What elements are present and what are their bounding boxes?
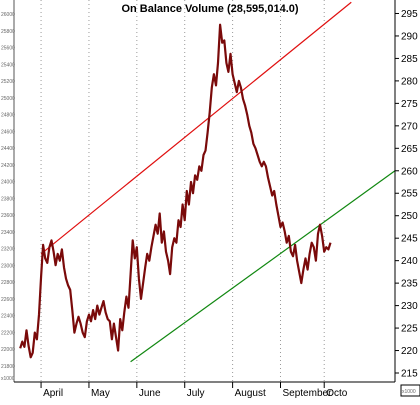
left-tick-label: 26000 (1, 12, 15, 18)
unit-label-box (400, 384, 420, 397)
left-tick-label: 25200 (1, 79, 15, 85)
left-tick-label: 22800 (1, 280, 15, 286)
y-tick-label: 245 (401, 234, 418, 245)
x-tick-label: June (139, 388, 161, 399)
left-tick-label: 23200 (1, 247, 15, 253)
right-axis: 215 220 225 230 235 240 245 250 255 260 265 270 275 2… (394, 0, 420, 397)
left-tick-label: 25400 (1, 62, 15, 68)
series-layer (19, 23, 332, 359)
y-tick-label: 275 (401, 99, 418, 110)
x-tick-label: August (235, 388, 266, 399)
right-axis-unit-label: x1000 (402, 389, 416, 395)
left-tick-label: 23600 (1, 213, 15, 219)
left-tick-label: 25800 (1, 29, 15, 35)
y-tick-label: 280 (401, 76, 418, 87)
left-axis: 26000 25800 25600 25400 25200 25000 24800 24600… (1, 0, 15, 382)
trendline-layer (40, 1, 396, 363)
y-tick-label: 235 (401, 279, 418, 290)
x-tick-label: July (187, 388, 205, 399)
left-tick-label: 25600 (1, 46, 15, 52)
y-tick-label: 265 (401, 144, 418, 155)
y-tick-label: 230 (401, 301, 418, 312)
left-tick-label: 24600 (1, 129, 15, 135)
x-tick-label: September (282, 388, 332, 399)
obv-series-line (19, 23, 332, 359)
left-axis-unit-label: x1000 (1, 376, 15, 382)
y-tick-label: 285 (401, 54, 418, 65)
x-tick-label: Octo (326, 388, 348, 399)
left-tick-label: 22200 (1, 330, 15, 336)
y-tick-label: 295 (401, 9, 418, 20)
y-tick-label: 250 (401, 211, 418, 222)
y-tick-label: 260 (401, 166, 418, 177)
y-tick-label: 225 (401, 324, 418, 335)
left-tick-label: 22400 (1, 314, 15, 320)
chart-title: On Balance Volume (28,595,014.0) (121, 3, 298, 15)
left-tick-label: 23400 (1, 230, 15, 236)
y-tick-label: 270 (401, 121, 418, 132)
trendline-1 (40, 1, 352, 255)
y-tick-label: 240 (401, 256, 418, 267)
left-tick-label: 22000 (1, 347, 15, 353)
x-tick-label: May (91, 388, 110, 399)
y-tick-label: 290 (401, 31, 418, 42)
left-tick-label: 24800 (1, 113, 15, 119)
left-tick-label: 23800 (1, 196, 15, 202)
y-tick-label: 255 (401, 189, 418, 200)
left-tick-label: 22600 (1, 297, 15, 303)
x-tick-label: April (43, 388, 63, 399)
left-tick-label: 24000 (1, 180, 15, 186)
left-tick-label: 24400 (1, 146, 15, 152)
y-tick-label: 220 (401, 346, 418, 357)
trendline-2 (130, 170, 396, 363)
y-tick-label: 215 (401, 369, 418, 380)
left-tick-label: 21800 (1, 364, 15, 370)
left-tick-label: 25000 (1, 96, 15, 102)
left-tick-label: 23000 (1, 263, 15, 269)
left-tick-label: 24200 (1, 163, 15, 169)
